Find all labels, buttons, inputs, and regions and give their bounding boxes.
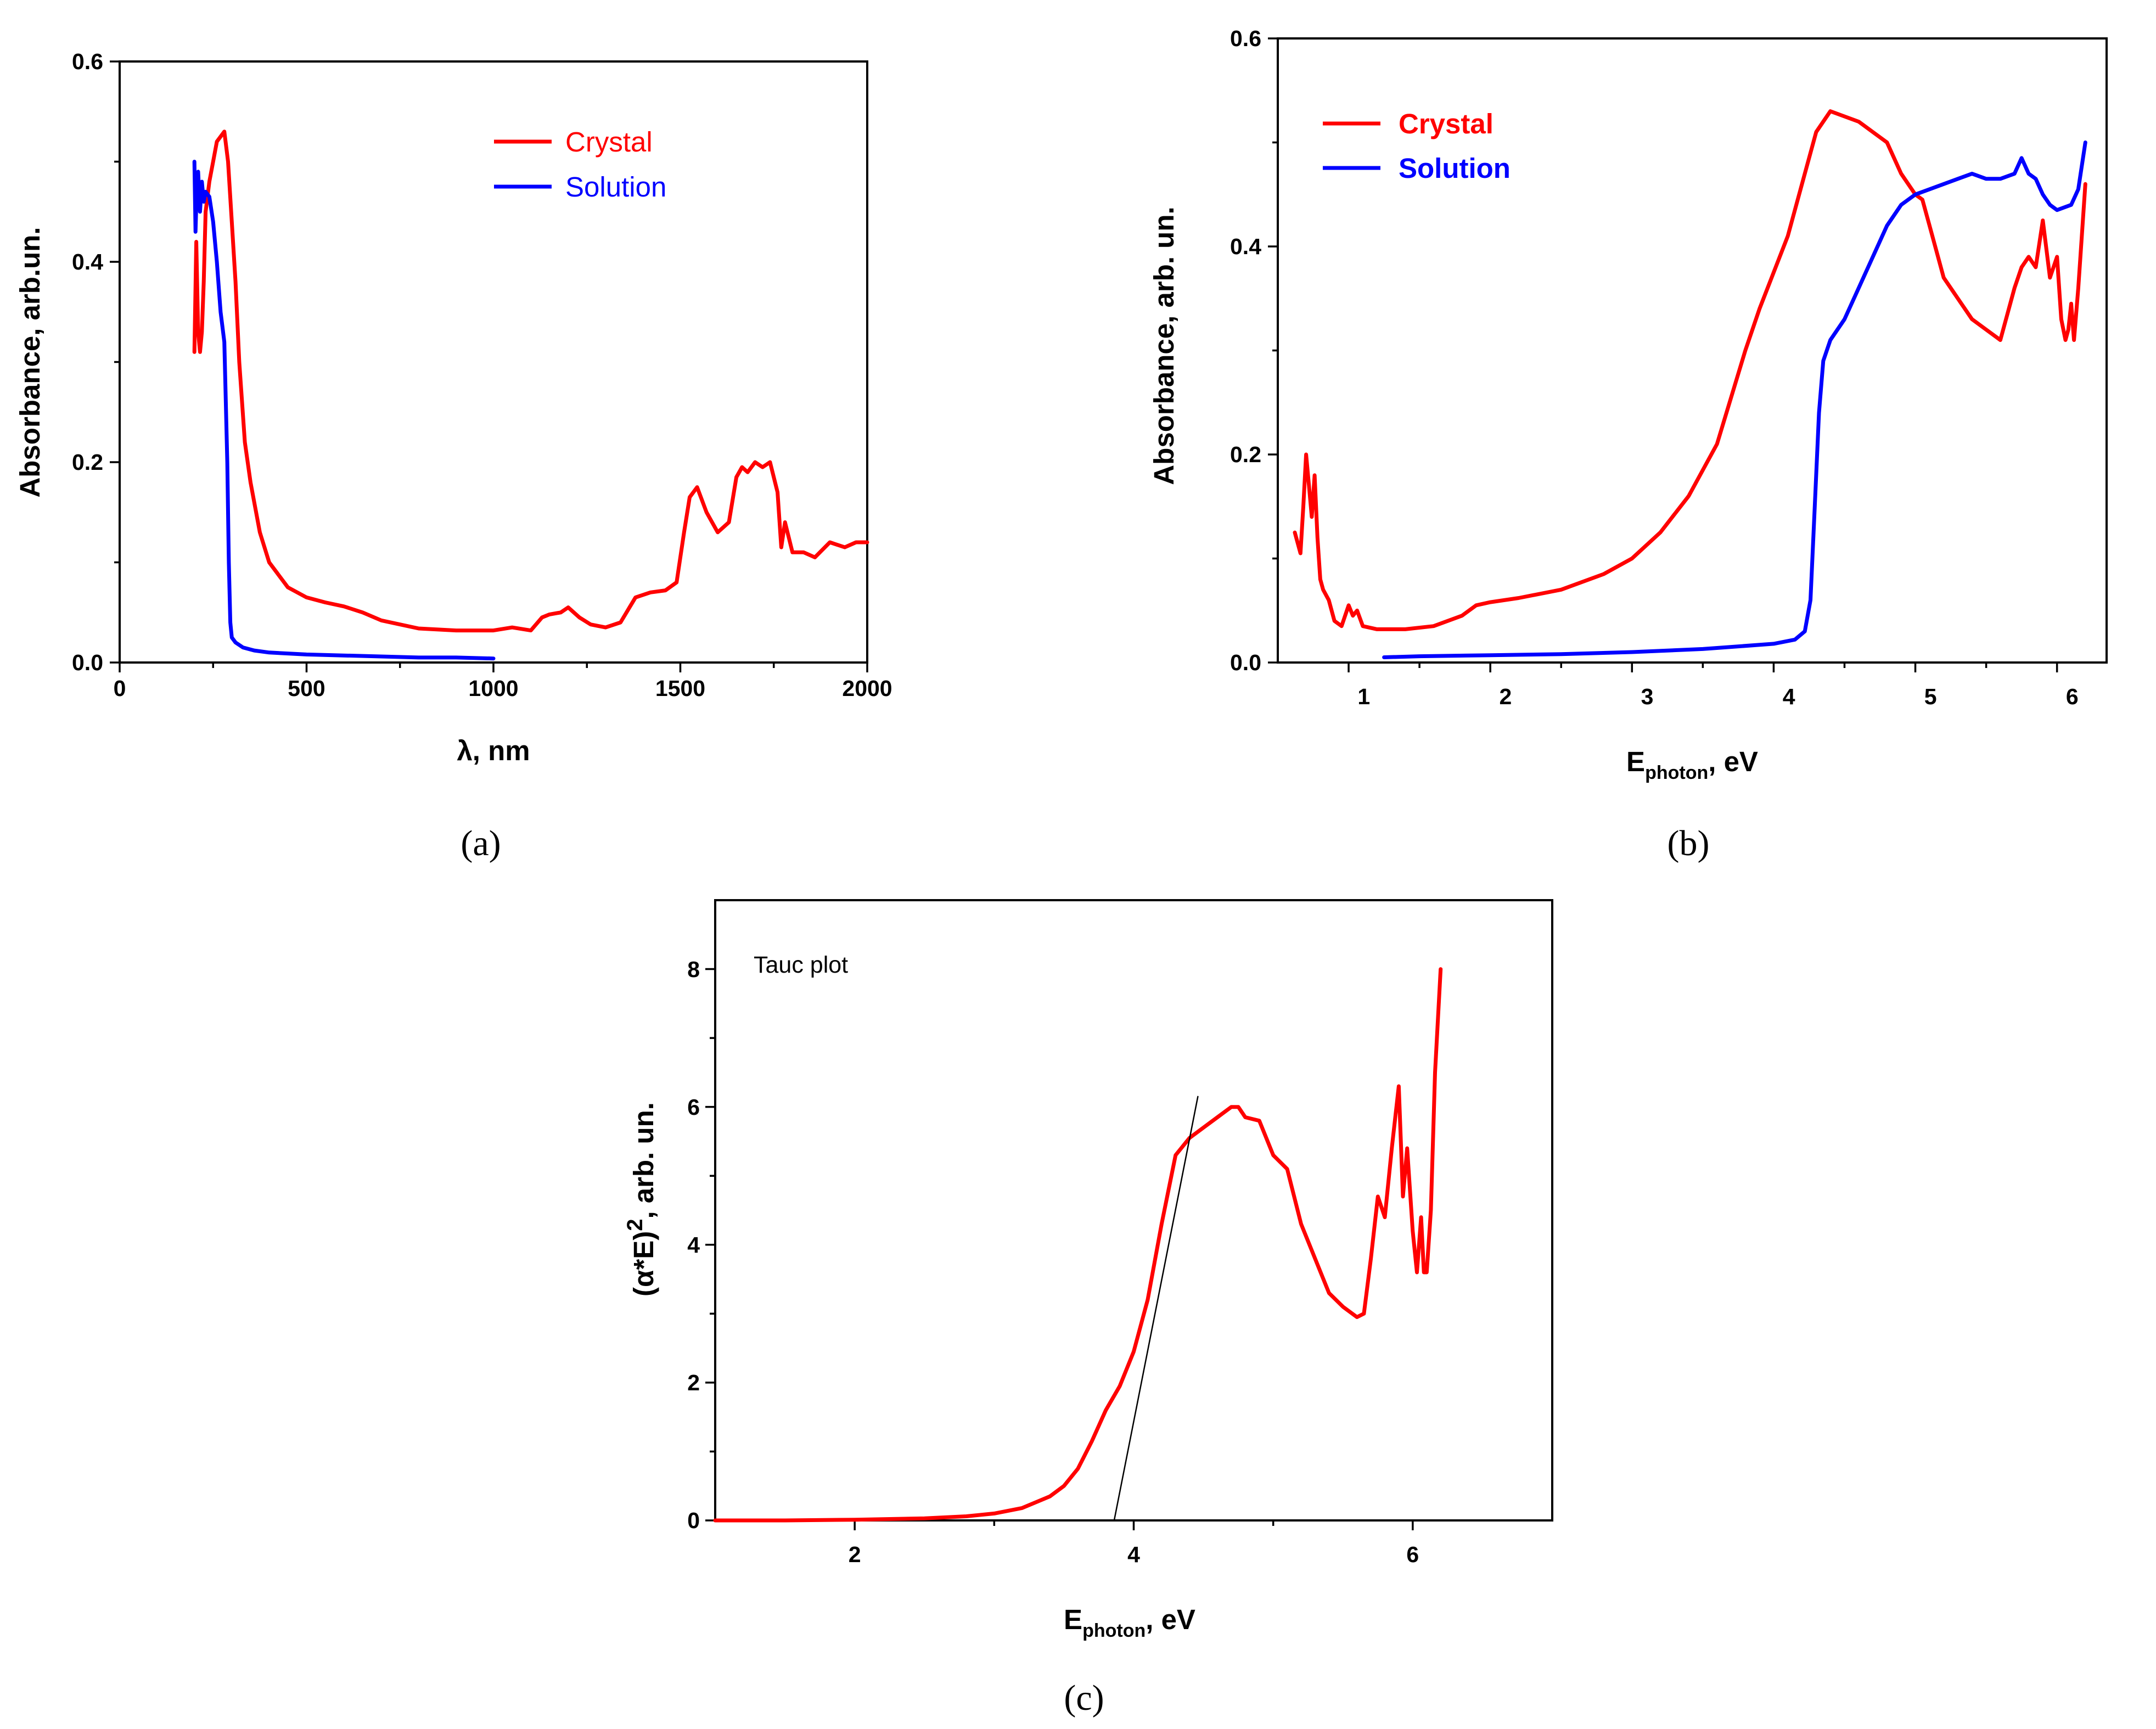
chart-c-annotation: Tauc plot: [754, 952, 848, 978]
chart-a-legend-label-solution: Solution: [565, 171, 666, 203]
chart-b-xtick-label: 6: [2066, 684, 2079, 709]
chart-c-frame: [714, 899, 1553, 1522]
chart-c-ytick-label: 0: [687, 1508, 700, 1533]
chart-b-xtick-label: 1: [1357, 684, 1370, 709]
chart-b-panel-label: (b): [1667, 823, 1710, 863]
chart-a-xtick-label: 1000: [468, 676, 518, 701]
chart-c-xlabel-sub: photon: [1082, 1620, 1146, 1641]
chart-c-ytick-label: 6: [687, 1094, 700, 1120]
chart-a-xtick-label: 0: [114, 676, 126, 701]
chart-b-xlabel-main: E: [1626, 746, 1645, 777]
chart-a: 0 500 1000 1500 2000 0.0 0.2 0.4 0.6 λ, …: [14, 49, 892, 863]
chart-a-series-crystal: [192, 130, 869, 633]
chart-a-xlabel: λ, nm: [457, 735, 530, 766]
chart-a-ytick-label: 0.0: [72, 650, 103, 675]
chart-b-xtick-label: 3: [1641, 684, 1654, 709]
chart-b-xtick-label: 2: [1499, 684, 1512, 709]
chart-c-ylabel-main: (α*E): [628, 1231, 659, 1296]
chart-c-xlabel-tail: , eV: [1146, 1604, 1195, 1635]
chart-c-xlabel: Ephoton, eV: [1064, 1604, 1195, 1641]
chart-b-xtick-label: 4: [1783, 684, 1795, 709]
chart-c-xlabel-main: E: [1064, 1604, 1082, 1635]
chart-b-xlabel: Ephoton, eV: [1626, 746, 1758, 783]
chart-a-ylabel: Absorbance, arb.un.: [14, 227, 46, 497]
chart-a-ytick-label: 0.2: [72, 450, 103, 475]
chart-c-series-tauc: [713, 967, 1443, 1523]
chart-c-series-linear-fit: [1113, 1096, 1199, 1522]
chart-b-xlabel-sub: photon: [1645, 762, 1708, 783]
chart-b: 1 2 3 4 5 6 0.0 0.2 0.4 0.6 Ephoton, eV …: [1148, 26, 2108, 863]
chart-a-panel-label: (a): [461, 823, 501, 863]
chart-b-legend-label-crystal: Crystal: [1399, 108, 1494, 139]
chart-c-ylabel-sup: 2: [623, 1219, 647, 1231]
chart-c: 2 4 6 0 2 4 6 8 Ephoton, eV (α*E)2, arb.…: [623, 899, 1553, 1718]
chart-b-xtick-label: 5: [1924, 684, 1937, 709]
chart-b-ytick-label: 0.6: [1230, 26, 1261, 51]
chart-c-ytick-label: 2: [687, 1370, 700, 1395]
chart-b-series-crystal: [1293, 109, 2087, 631]
chart-a-xtick-label: 500: [288, 676, 325, 701]
chart-c-xtick-label: 2: [849, 1542, 861, 1567]
chart-b-ytick-label: 0.4: [1230, 234, 1261, 259]
chart-c-ytick-label: 8: [687, 957, 700, 982]
chart-c-ytick-label: 4: [687, 1232, 700, 1258]
chart-b-ylabel: Absorbance, arb. un.: [1148, 206, 1180, 485]
chart-a-xtick-label: 1500: [655, 676, 705, 701]
chart-a-xtick-label: 2000: [842, 676, 892, 701]
chart-b-ytick-label: 0.0: [1230, 650, 1261, 675]
chart-c-ylabel: (α*E)2, arb. un.: [623, 1102, 659, 1296]
chart-b-legend-label-solution: Solution: [1399, 153, 1511, 184]
chart-c-panel-label: (c): [1064, 1678, 1104, 1718]
chart-c-ylabel-tail: , arb. un.: [628, 1102, 659, 1219]
chart-a-legend-label-crystal: Crystal: [565, 126, 653, 158]
chart-a-series-solution: [192, 160, 496, 661]
chart-b-series-solution: [1382, 141, 2087, 659]
chart-c-xtick-label: 6: [1406, 1542, 1419, 1567]
chart-c-xtick-label: 4: [1127, 1542, 1140, 1567]
chart-b-xlabel-tail: , eV: [1708, 746, 1758, 777]
chart-a-ytick-label: 0.6: [72, 49, 103, 74]
chart-a-frame: [119, 60, 868, 664]
chart-a-ytick-label: 0.4: [72, 249, 103, 274]
chart-b-ytick-label: 0.2: [1230, 442, 1261, 467]
